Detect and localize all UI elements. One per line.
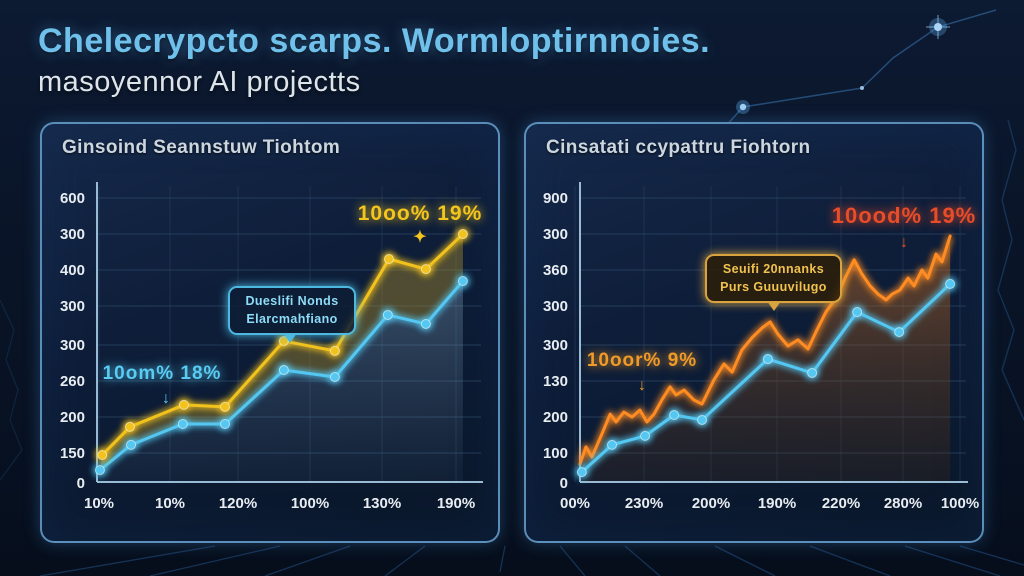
x-tick-label: 220% <box>822 495 860 512</box>
y-tick-label: 200 <box>543 409 568 426</box>
data-point <box>383 253 394 264</box>
data-point <box>278 365 289 376</box>
cyan-line <box>580 282 952 474</box>
x-tick-label: 280% <box>884 495 922 512</box>
y-tick-label: 300 <box>543 298 568 315</box>
x-tick-label: 10% <box>155 495 185 512</box>
origin-label: 0 <box>560 475 568 492</box>
y-tick-label: 100 <box>543 445 568 462</box>
x-tick-label: 100% <box>291 495 329 512</box>
y-tick-label: 400 <box>60 262 85 279</box>
annotation-arrow-icon: ✦ <box>413 229 427 246</box>
x-tick-label: 100% <box>941 495 979 512</box>
x-tick-label: 00% <box>560 495 590 512</box>
data-point <box>329 372 340 383</box>
y-tick-label: 260 <box>60 373 85 390</box>
data-point <box>220 401 231 412</box>
floor-grid-lines <box>39 545 1024 576</box>
annotation-callout: Seuifi 20nnanks Purs Guuuvilugo <box>705 254 842 311</box>
data-point <box>945 278 956 289</box>
glow-dot <box>739 103 747 111</box>
data-point <box>697 414 708 425</box>
y-tick-label: 300 <box>60 226 85 243</box>
callout-line: Dueslifi Nonds <box>245 294 339 308</box>
annotation-arrow-icon: ↓ <box>638 377 646 394</box>
y-tick-label: 600 <box>60 190 85 207</box>
origin-label: 0 <box>77 475 85 492</box>
data-point <box>177 419 188 429</box>
callout-pointer <box>767 301 781 311</box>
data-point <box>852 307 863 318</box>
callout-pointer <box>283 333 297 343</box>
x-tick-label: 230% <box>625 495 663 512</box>
data-point <box>606 439 617 450</box>
annotation-arrow-icon: ↓ <box>162 390 170 407</box>
callout-line: Elarcmahfiano <box>246 311 338 326</box>
y-tick-label: 200 <box>60 409 85 426</box>
data-point <box>457 276 468 287</box>
y-tick-label: 300 <box>60 298 85 315</box>
annotation-callout: Dueslifi Nonds Elarcmahfiano <box>228 286 356 343</box>
y-tick-label: 130 <box>543 373 568 390</box>
panel-left-crypto-chart: Ginsoind Seannstuw Tiohtom 600 300 400 300 3… <box>40 122 500 543</box>
y-tick-label: 360 <box>543 262 568 279</box>
y-tick-label: 300 <box>543 226 568 243</box>
callout-line: Purs Guuuvilugo <box>720 279 827 294</box>
x-tick-label: 190% <box>758 495 796 512</box>
data-point <box>382 309 393 320</box>
data-point <box>576 467 587 478</box>
page-subtitle: masoyennor AI projectts <box>38 66 361 98</box>
data-point <box>807 367 818 378</box>
annotation-label: 10om% 18% <box>102 363 222 384</box>
panel-left-title: Ginsoind Seannstuw Tiohtom <box>62 137 341 158</box>
x-tick-label: 10% <box>84 495 114 512</box>
edge-ridge-lines <box>0 119 1024 481</box>
area-fill <box>99 281 463 482</box>
x-tick-label: 130% <box>363 495 401 512</box>
annotation-label: 10ood% 19% <box>831 203 977 228</box>
right-line-chart: 900 300 360 300 300 130 200 100 00% 230% 200% 190% 2… <box>543 182 979 512</box>
data-point <box>420 318 431 329</box>
data-point <box>97 450 108 461</box>
x-tick-label: 200% <box>692 495 730 512</box>
data-point <box>457 229 468 240</box>
data-point <box>894 327 905 338</box>
callout-line: Seuifi 20nnanks <box>722 262 825 276</box>
x-tick-label: 120% <box>219 495 257 512</box>
data-point <box>762 354 773 365</box>
panel-right-crypto-chart: Cinsatati ccypattru Fiohtorn 900 300 360 30… <box>524 122 984 543</box>
annotation-arrow-icon: ↓ <box>900 234 908 251</box>
left-line-chart: 600 300 400 300 300 260 200 150 10% 10% 120% 100% 13… <box>60 182 483 512</box>
panel-right-title: Cinsatati ccypattru Fiohtorn <box>546 137 811 158</box>
y-tick-label: 300 <box>543 337 568 354</box>
page-title: Chelecrypcto scarps. Wormloptirnnoies. <box>38 22 711 60</box>
annotation-label: 10oor% 9% <box>586 350 698 371</box>
data-point <box>640 430 651 441</box>
data-point <box>178 399 189 410</box>
annotation-label: 10oo% 19% <box>357 202 483 225</box>
data-point <box>420 264 431 275</box>
data-point <box>94 465 105 476</box>
data-point <box>669 410 680 421</box>
y-tick-label: 300 <box>60 337 85 354</box>
data-point <box>220 419 231 429</box>
x-tick-label: 190% <box>437 495 475 512</box>
data-point <box>329 345 340 356</box>
y-tick-label: 150 <box>60 445 85 462</box>
data-point <box>124 421 135 432</box>
y-tick-label: 900 <box>543 190 568 207</box>
data-point <box>126 439 137 450</box>
orange-line <box>578 234 952 466</box>
